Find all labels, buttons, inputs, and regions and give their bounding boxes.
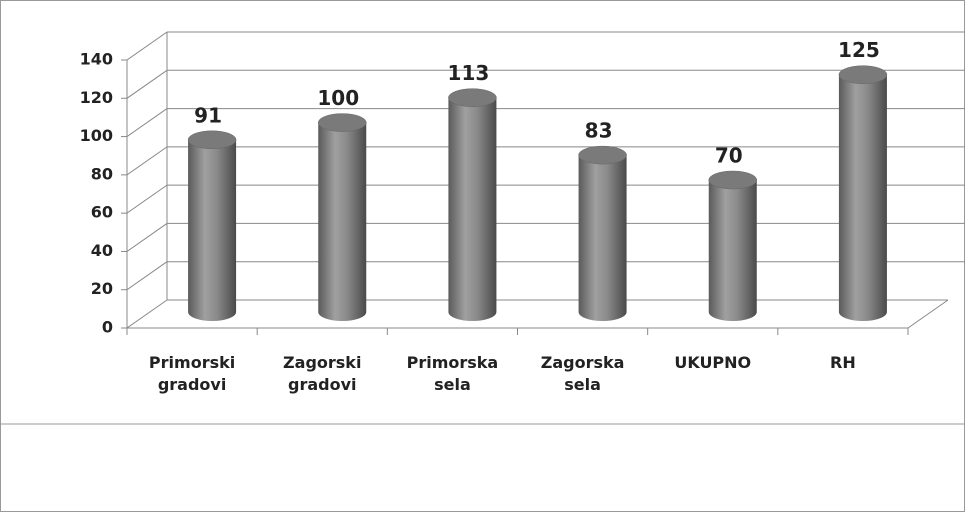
y-tick-label: 140	[80, 50, 113, 69]
bar	[838, 74, 887, 321]
y-tick-label: 80	[91, 164, 113, 183]
y-tick-label: 20	[91, 279, 113, 298]
bar-top	[318, 113, 367, 132]
bar-top	[838, 65, 888, 84]
value-label: 83	[585, 119, 613, 143]
bar	[708, 180, 757, 321]
bar	[188, 139, 237, 321]
grid-diagonal	[126, 261, 168, 291]
bar-top	[708, 170, 757, 190]
x-tick-label: Zagorska sela	[540, 353, 625, 394]
bar	[578, 155, 627, 321]
x-tick-label: Zagorski gradovi	[283, 353, 362, 394]
grid-diagonal	[126, 108, 168, 137]
value-label: 113	[448, 61, 490, 85]
grid-diagonal	[126, 184, 168, 214]
y-tick-label: 120	[80, 88, 113, 107]
grid-diagonal	[126, 69, 168, 99]
value-label: 100	[317, 86, 359, 110]
value-label: 91	[194, 103, 222, 127]
x-tick-label: RH	[830, 353, 856, 372]
x-tick-label: UKUPNO	[674, 353, 752, 372]
y-tick-label: 60	[91, 203, 113, 222]
value-label: 70	[715, 144, 743, 168]
y-tick-label: 40	[91, 241, 113, 260]
y-tick-label: 100	[80, 126, 113, 145]
floor-edge	[907, 299, 949, 329]
value-label: 125	[838, 38, 880, 62]
bar-top	[578, 145, 627, 165]
grid-diagonal	[126, 146, 168, 176]
x-tick-label: Primorska sela	[406, 353, 499, 394]
bar-top	[448, 88, 497, 107]
bar	[318, 122, 367, 321]
grid-diagonal	[126, 31, 168, 61]
bar	[448, 97, 497, 321]
y-tick-label: 0	[102, 318, 113, 337]
x-tick-label: Primorski gradovi	[148, 353, 236, 394]
grid-diagonal	[126, 299, 168, 329]
bar-top	[187, 130, 237, 150]
grid-diagonal	[126, 223, 168, 252]
